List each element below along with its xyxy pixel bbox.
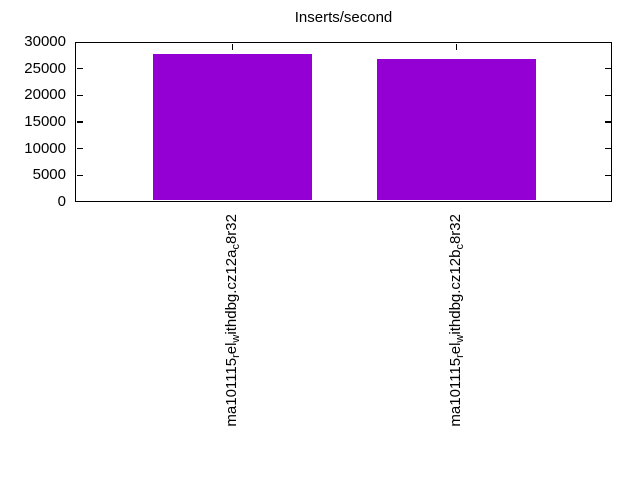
x-label-subscript: c — [454, 244, 467, 250]
x-label-text: ma101115 — [223, 357, 241, 427]
x-label-text: el — [447, 342, 465, 355]
x-label-text: 8r32 — [223, 214, 241, 245]
x-label-subscript: w — [454, 334, 467, 343]
bar — [376, 58, 536, 201]
y-tick-mark-right — [604, 94, 611, 97]
x-tick-mark-top — [231, 43, 234, 50]
x-label-subscript: w — [230, 334, 243, 343]
y-tick-mark-right — [604, 174, 611, 177]
y-axis-tick-label: 0 — [57, 193, 66, 210]
x-label-text: 8r32 — [447, 214, 465, 245]
y-tick-mark-right — [604, 147, 611, 150]
x-label-text: ithdbg.cz12b — [447, 249, 465, 335]
y-axis-tick-label: 10000 — [24, 139, 66, 157]
y-axis-tick-label: 5000 — [32, 166, 66, 184]
x-label-subscript: r — [454, 354, 467, 358]
y-axis-tick-label: 30000 — [24, 33, 66, 50]
y-axis-tick-label: 15000 — [24, 113, 66, 130]
y-axis-tick-label: 25000 — [24, 59, 66, 77]
y-tick-mark-left — [76, 67, 83, 70]
x-label-subscript: c — [230, 244, 243, 250]
y-tick-mark-left — [76, 94, 83, 97]
y-tick-mark-left — [76, 174, 83, 177]
y-tick-mark-left — [76, 121, 83, 123]
y-tick-mark-right — [604, 67, 611, 70]
y-tick-mark-right — [604, 121, 611, 123]
x-axis-tick-label: ma101115relwithdbg.cz12bc8r32 — [447, 214, 467, 427]
x-label-text: ithdbg.cz12a — [223, 249, 241, 335]
x-label-text: el — [223, 342, 241, 355]
y-axis-tick-label: 20000 — [24, 86, 66, 104]
bar — [152, 54, 312, 201]
y-tick-mark-left — [76, 147, 83, 150]
plot-area-border — [75, 42, 612, 202]
x-axis-tick-label: ma101115relwithdbg.cz12ac8r32 — [223, 214, 243, 427]
x-label-text: ma101115 — [447, 357, 465, 427]
chart-title: Inserts/second — [294, 9, 393, 26]
x-label-subscript: r — [230, 354, 243, 358]
x-tick-mark-top — [455, 43, 458, 50]
